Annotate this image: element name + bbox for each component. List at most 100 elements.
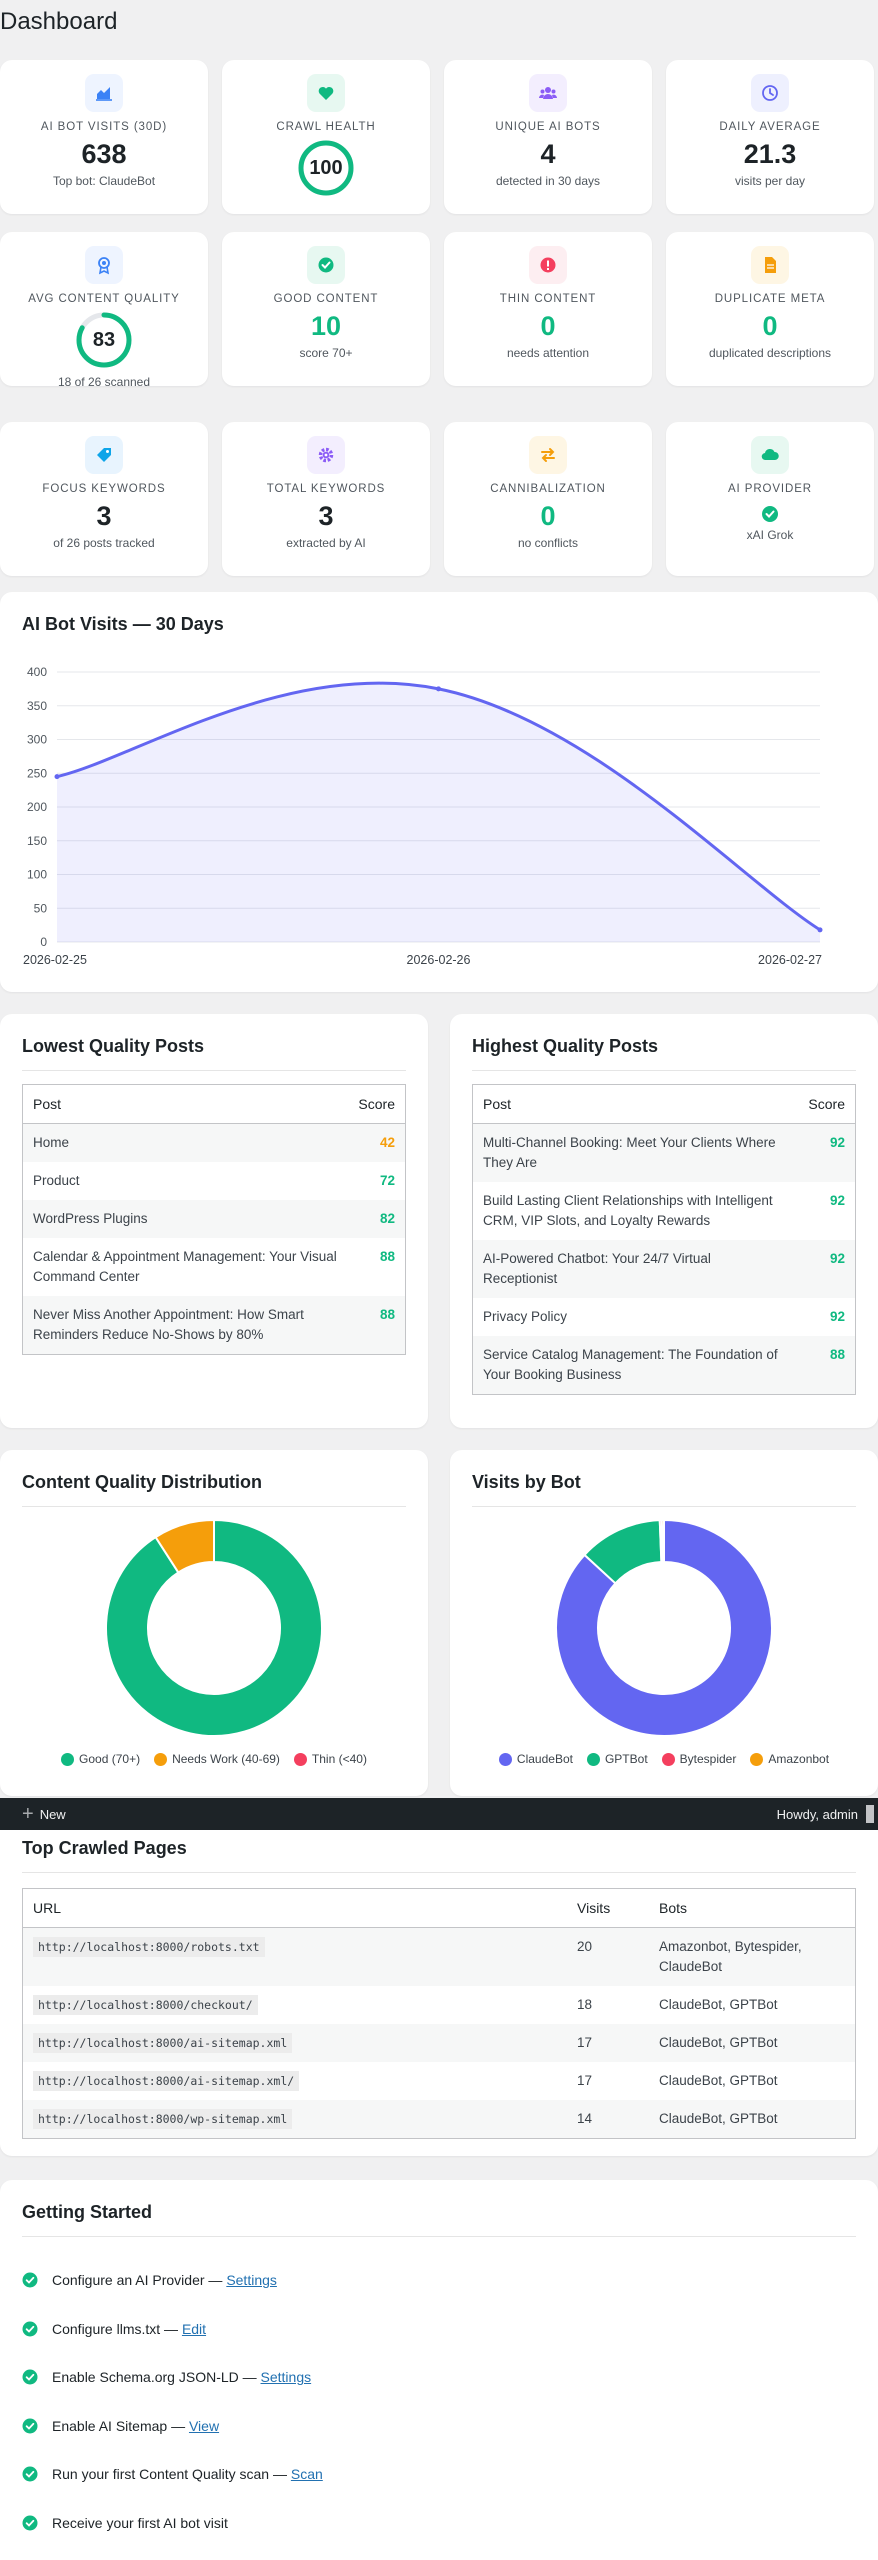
table-row: Calendar & Appointment Management: Your … [23, 1238, 405, 1296]
stat-value: 0 [540, 501, 556, 531]
highest-quality-title: Highest Quality Posts [472, 1036, 659, 1056]
chart-icon [85, 74, 123, 112]
checklist-link[interactable]: Scan [290, 2466, 323, 2483]
stat-sub: Top bot: ClaudeBot [52, 174, 156, 188]
check-circle-icon [307, 246, 345, 284]
page-url: http://localhost:8000/checkout/ [33, 1994, 258, 2015]
check-circle-icon [22, 2369, 38, 2385]
data-point [54, 774, 60, 780]
post-title: Multi-Channel Booking: Meet Your Clients… [473, 1123, 799, 1182]
column-header-bots: Bots [649, 1889, 855, 1928]
table-row: WordPress Plugins 82 [23, 1199, 405, 1238]
divider [22, 1872, 856, 1873]
stat-value: 638 [81, 139, 127, 169]
stat-card-thin-content: Thin Content 0 needs attention [444, 232, 652, 386]
stat-card-cannibalization: Cannibalization 0 no conflicts [444, 422, 652, 576]
crawl-health-ring: 100 [296, 138, 356, 198]
stat-sub: visits per day [734, 174, 806, 188]
legend-item[interactable]: Bytespider [661, 1752, 736, 1766]
donut-slice[interactable] [660, 1518, 665, 1564]
legend-label: Good (70+) [79, 1752, 141, 1766]
legend-swatch [586, 1752, 600, 1766]
legend-item[interactable]: Amazonbot [750, 1752, 829, 1766]
content-quality-ring: 83 [74, 310, 134, 370]
post-score: 92 [798, 1239, 855, 1298]
post-title: Never Miss Another Appointment: How Smar… [23, 1295, 349, 1354]
visits-cell: 20 [567, 1927, 649, 1986]
divider [22, 2236, 856, 2237]
legend-item[interactable]: GPTBot [586, 1752, 648, 1766]
y-tick-label: 300 [27, 733, 47, 747]
stat-sub: no conflicts [517, 536, 579, 550]
data-point [436, 686, 441, 692]
legend-label: Amazonbot [768, 1752, 830, 1766]
donut-slice[interactable] [105, 1518, 323, 1737]
column-header-post: Post [473, 1085, 799, 1124]
top-crawled-panel: Top Crawled Pages URL Visits Bots http:/… [0, 1812, 878, 2156]
checklist-link[interactable]: Settings [226, 2272, 277, 2289]
checklist-item: Receive your first AI bot visit [22, 2499, 323, 2548]
checklist-link[interactable]: Settings [260, 2369, 312, 2386]
stat-card-total-keywords: Total Keywords 3 extracted by AI [222, 422, 430, 576]
top-crawled-table: URL Visits Bots http://localhost:8000/ro… [22, 1888, 856, 2139]
visits-by-bot-panel: Visits by Bot ClaudeBot GPTBot Bytespide… [450, 1450, 878, 1796]
highest-quality-panel: Highest Quality Posts Post Score Multi-C… [450, 1014, 878, 1428]
bots-cell: ClaudeBot, GPTBot [649, 2023, 855, 2062]
donut-slice[interactable] [154, 1518, 215, 1574]
post-score: 42 [348, 1123, 405, 1162]
stat-value: 0 [762, 311, 778, 341]
legend-item[interactable]: Thin (<40) [293, 1752, 367, 1766]
account-menu[interactable]: Howdy, admin [777, 1798, 874, 1830]
legend-swatch [661, 1752, 675, 1766]
stat-label: Duplicate Meta [714, 293, 826, 305]
post-title: Service Catalog Management: The Foundati… [473, 1335, 799, 1394]
bots-donut-chart [555, 1518, 773, 1737]
url-cell: http://localhost:8000/ai-sitemap.xml [23, 2023, 567, 2062]
getting-started-panel: Getting Started Configure an AI Provider… [0, 2180, 878, 2560]
page-url: http://localhost:8000/wp-sitemap.xml [33, 2108, 293, 2129]
check-circle-icon [22, 2272, 38, 2288]
users-icon [529, 74, 567, 112]
getting-started-checklist: Configure an AI Provider — Settings Confi… [22, 2256, 323, 2547]
stat-value: 3 [318, 501, 334, 531]
column-header-visits: Visits [567, 1889, 649, 1928]
stat-label: AI Provider [727, 483, 813, 495]
legend-swatch [293, 1752, 307, 1766]
new-content-button[interactable]: + New [22, 1798, 66, 1830]
checklist-link[interactable]: Edit [181, 2320, 207, 2337]
post-score: 88 [798, 1335, 855, 1394]
getting-started-title: Getting Started [22, 2202, 153, 2222]
stat-label: Crawl Health [276, 121, 376, 133]
x-tick-label: 2026-02-25 [23, 953, 87, 967]
legend-label: GPTBot [604, 1752, 648, 1766]
legend-item[interactable]: Good (70+) [61, 1752, 140, 1766]
post-score: 88 [348, 1295, 405, 1354]
donut-slice[interactable] [555, 1518, 773, 1737]
checklist-item: Enable Schema.org JSON-LD — Settings [22, 2353, 323, 2402]
checklist-text: Enable AI Sitemap — [52, 2417, 189, 2434]
post-title: Calendar & Appointment Management: Your … [33, 1248, 337, 1284]
top-crawled-title: Top Crawled Pages [22, 1838, 187, 1858]
x-tick-label: 2026-02-27 [758, 953, 822, 967]
page-title: Dashboard [0, 8, 118, 35]
legend-swatch [61, 1752, 75, 1766]
content-quality-value: 83 [92, 329, 116, 351]
stats-row-3: Focus Keywords 3 of 26 posts tracked Tot… [0, 422, 878, 576]
stat-card-good-content: Good Content 10 score 70+ [222, 232, 430, 386]
checklist-link[interactable]: View [188, 2417, 220, 2434]
bots-legend: ClaudeBot GPTBot Bytespider Amazonbot [450, 1752, 878, 1766]
quality-distribution-panel: Content Quality Distribution Good (70+) … [0, 1450, 428, 1796]
clock-icon [751, 74, 789, 112]
stat-label: Avg Content Quality [28, 293, 180, 305]
visits-cell: 17 [577, 2072, 593, 2088]
stat-sub: xAI Grok [746, 528, 794, 542]
post-score: 88 [379, 1248, 395, 1264]
cloud-icon [751, 436, 789, 474]
legend-item[interactable]: Needs Work (40-69) [154, 1752, 280, 1766]
post-score: 92 [829, 1308, 845, 1324]
legend-swatch [498, 1752, 512, 1766]
y-tick-label: 200 [27, 800, 47, 814]
legend-item[interactable]: ClaudeBot [498, 1752, 573, 1766]
y-tick-label: 400 [27, 665, 47, 679]
table-row: Multi-Channel Booking: Meet Your Clients… [473, 1123, 855, 1182]
